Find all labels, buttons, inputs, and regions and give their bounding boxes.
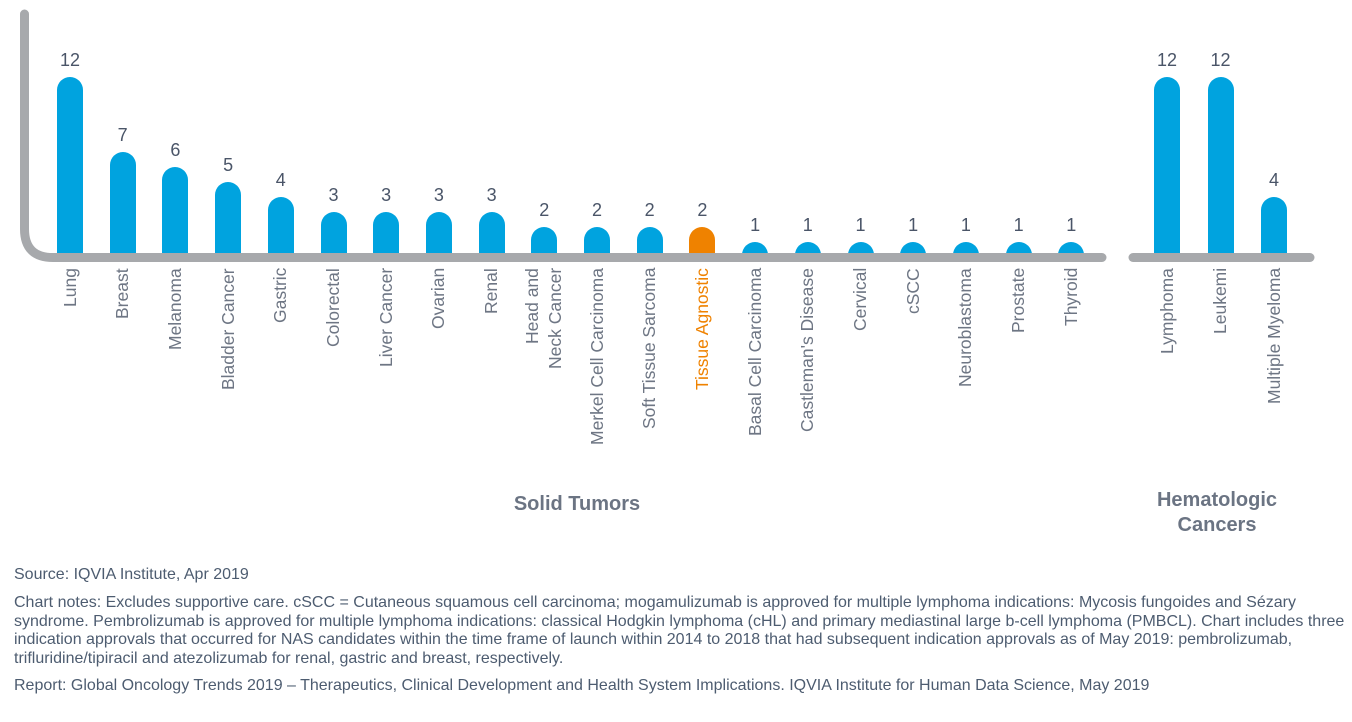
bar-lymphoma bbox=[1154, 77, 1180, 257]
bar-tissue-agnostic bbox=[689, 227, 716, 257]
bar-bladder-cancer bbox=[215, 182, 242, 257]
bar-soft-tissue-sarcoma bbox=[636, 227, 663, 257]
value-label-lymphoma: 12 bbox=[1156, 50, 1178, 70]
value-label-merkel-cell-carcinoma: 2 bbox=[591, 200, 602, 220]
value-label-breast: 7 bbox=[117, 125, 128, 145]
bar-leukemi bbox=[1207, 77, 1234, 257]
value-label-tissue-agnostic: 2 bbox=[697, 200, 708, 220]
value-label-gastric: 4 bbox=[275, 170, 286, 190]
bar-lung bbox=[57, 77, 83, 257]
bar-multiple-myeloma bbox=[1261, 197, 1287, 257]
value-label-multiple-myeloma: 4 bbox=[1268, 170, 1279, 190]
value-label-soft-tissue-sarcoma: 2 bbox=[644, 200, 655, 220]
approvals-bar-chart: 12 Lung 7 Breast 6 Melanoma 5 Bladder Cancer 4 Ga… bbox=[20, 9, 1315, 536]
section-title-solid-tumors: Solid Tumors bbox=[513, 493, 641, 515]
bar-colorectal bbox=[320, 212, 347, 257]
solid-tumors-axis bbox=[20, 9, 1107, 262]
value-label-prostate: 1 bbox=[1013, 215, 1024, 235]
bar-liver-cancer bbox=[373, 212, 400, 257]
value-label-thyroid: 1 bbox=[1066, 215, 1077, 235]
value-label-colorectal: 3 bbox=[328, 185, 339, 205]
source-note: Source: IQVIA Institute, Apr 2019 bbox=[14, 566, 249, 583]
bar-head-and-neck-cancer bbox=[531, 227, 558, 257]
axis-lines bbox=[20, 9, 1315, 262]
value-label-castleman-s-disease: 1 bbox=[802, 215, 813, 235]
value-label-renal: 3 bbox=[486, 185, 497, 205]
value-label-lung: 12 bbox=[59, 50, 81, 70]
value-label-head-and-neck-cancer: 2 bbox=[539, 200, 550, 220]
bar-gastric bbox=[267, 197, 294, 257]
value-label-melanoma: 6 bbox=[170, 140, 181, 160]
section-title-hematologic-cancers: Hematologic Cancers bbox=[1156, 489, 1278, 536]
value-label-neuroblastoma: 1 bbox=[960, 215, 971, 235]
value-label-ovarian: 3 bbox=[433, 185, 444, 205]
bar-ovarian bbox=[425, 212, 452, 257]
value-label-cervical: 1 bbox=[855, 215, 866, 235]
footer: Source: IQVIA Institute, Apr 2019 Chart … bbox=[14, 566, 1346, 695]
bar-melanoma bbox=[162, 167, 189, 257]
bar-renal bbox=[478, 212, 505, 257]
bar-merkel-cell-carcinoma bbox=[584, 227, 610, 257]
value-label-liver-cancer: 3 bbox=[381, 185, 392, 205]
value-label-basal-cell-carcinoma: 1 bbox=[750, 215, 761, 235]
value-label-cscc: 1 bbox=[908, 215, 919, 235]
value-label-bladder-cancer: 5 bbox=[223, 155, 234, 175]
bar-breast bbox=[109, 152, 136, 257]
report-note: Report: Global Oncology Trends 2019 – Th… bbox=[14, 676, 1150, 694]
value-label-leukemi: 12 bbox=[1210, 50, 1231, 70]
chart-notes: Chart notes: Excludes supportive care. c… bbox=[14, 594, 1345, 667]
